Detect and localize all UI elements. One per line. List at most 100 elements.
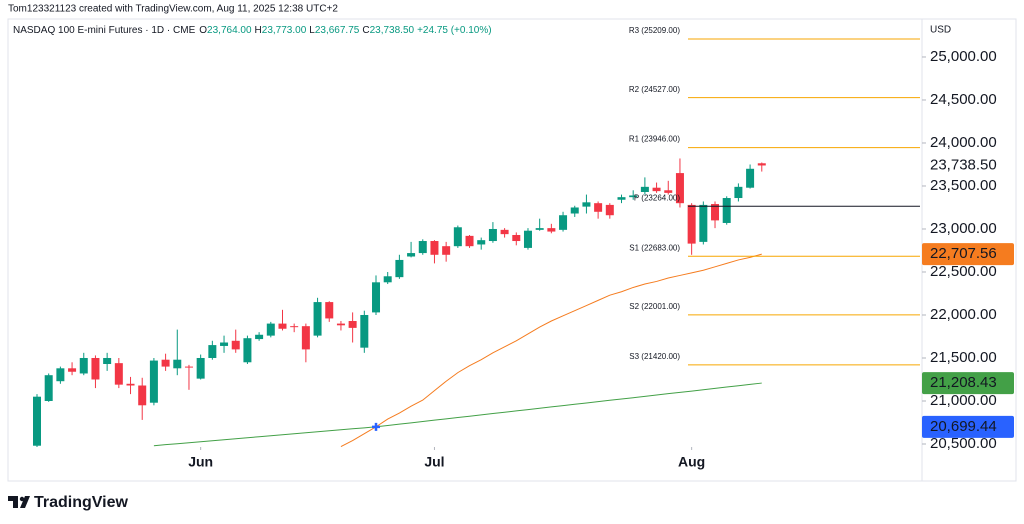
- legend-item: 23,764.00: [207, 25, 252, 36]
- candle-body: [711, 204, 720, 221]
- candle-body: [430, 241, 439, 255]
- candle-body: [722, 198, 731, 223]
- candle-body: [500, 229, 509, 235]
- candle-body: [196, 357, 205, 379]
- candle-body: [547, 228, 556, 232]
- legend-item: O: [199, 25, 207, 36]
- candle-body: [605, 204, 614, 216]
- candle-body: [559, 215, 568, 230]
- candle-body: [395, 259, 404, 278]
- candle-body: [523, 230, 532, 248]
- legend-item: L: [309, 25, 315, 36]
- x-tick-label: Jun: [188, 454, 213, 470]
- candle-body: [68, 368, 77, 372]
- candle-body: [675, 173, 684, 204]
- x-tick-label: Aug: [678, 454, 705, 470]
- legend-item: C: [362, 25, 369, 36]
- legend-item: +24.75 (+0.10%): [417, 25, 492, 36]
- y-tick-label: 24,000.00: [930, 134, 997, 151]
- candle-body: [161, 359, 170, 367]
- legend-item: H: [255, 25, 262, 36]
- candle-body: [383, 276, 392, 283]
- price-label-box: [922, 243, 1014, 266]
- candle-body: [173, 359, 182, 369]
- candle-body: [687, 204, 696, 244]
- candle-body: [44, 375, 53, 401]
- currency: USD: [930, 25, 951, 36]
- candle-body: [208, 345, 217, 358]
- y-tick-label: 21,000.00: [930, 392, 997, 409]
- y-tick-label: 25,000.00: [930, 48, 997, 65]
- pivot-label: R2 (24527.00): [629, 85, 680, 94]
- candle-body: [640, 186, 649, 193]
- pivot-label: S2 (22001.00): [629, 302, 680, 311]
- crossover-marker: [372, 422, 381, 431]
- ma-line: [340, 253, 762, 447]
- candle-body: [488, 228, 497, 242]
- candle-body: [149, 360, 158, 403]
- candle-body: [746, 168, 755, 188]
- candle-body: [114, 363, 123, 385]
- price-label-box: [922, 372, 1014, 395]
- candle-body: [734, 186, 743, 199]
- candle-body: [570, 207, 579, 214]
- header: Tom123321123 created with TradingView.co…: [8, 4, 338, 15]
- y-tick-label: 22,500.00: [930, 263, 997, 280]
- y-tick-label: 22,000.00: [930, 306, 997, 323]
- candle-body: [407, 253, 416, 257]
- candle-body: [313, 302, 322, 336]
- legend-item: NASDAQ 100 E-mini Futures · 1D · CME: [13, 25, 196, 36]
- pivot-label: S1 (22683.00): [629, 243, 680, 252]
- candle-body: [220, 342, 229, 346]
- logo: [8, 496, 30, 508]
- candle-body: [582, 202, 591, 207]
- legend-item: 23,773.00: [262, 25, 307, 36]
- plot-area: [33, 158, 766, 447]
- y-tick-label: 23,500.00: [930, 177, 997, 194]
- price-label: 20,699.44: [930, 418, 997, 435]
- candle-body: [266, 323, 275, 336]
- candle-body: [184, 366, 193, 368]
- candle-body: [255, 334, 264, 340]
- legend-item: 23,738.50: [370, 25, 415, 36]
- candle-body: [126, 383, 135, 386]
- pivot-label: R1 (23946.00): [629, 135, 680, 144]
- candle-body: [512, 235, 521, 242]
- candle-body: [231, 340, 240, 350]
- candle-body: [617, 197, 626, 200]
- pivot-label: R3 (25209.00): [629, 26, 680, 35]
- candle-body: [453, 227, 462, 247]
- candle-body: [535, 228, 544, 230]
- x-tick-label: Jul: [424, 454, 444, 470]
- price-label: 23,738.50: [930, 156, 997, 173]
- candle-body: [103, 357, 112, 365]
- candle-body: [325, 302, 334, 319]
- ma-line: [153, 382, 762, 447]
- candle-body: [336, 323, 345, 326]
- candle-body: [56, 368, 65, 382]
- frame: [7, 18, 1017, 482]
- footer-brand: TradingView: [34, 494, 129, 511]
- pivot-label: S3 (21420.00): [629, 352, 680, 361]
- candle-body: [360, 314, 369, 348]
- candle-body: [348, 321, 357, 328]
- candle-body: [138, 385, 147, 406]
- candle-body: [664, 190, 673, 193]
- candle-body: [477, 240, 486, 245]
- candle-body: [629, 195, 638, 198]
- candle-body: [243, 338, 252, 363]
- price-label: 21,208.43: [930, 374, 997, 391]
- candle-body: [418, 241, 427, 254]
- price-label: 22,707.56: [930, 245, 997, 262]
- candle-body: [91, 357, 100, 380]
- candle-body: [699, 204, 708, 242]
- candle-body: [33, 396, 41, 446]
- candle-body: [652, 187, 661, 192]
- candle-body: [372, 282, 381, 313]
- y-tick-label: 21,500.00: [930, 349, 997, 366]
- y-tick-label: 24,500.00: [930, 91, 997, 108]
- y-tick-label: 23,000.00: [930, 220, 997, 237]
- candle-body: [442, 246, 451, 255]
